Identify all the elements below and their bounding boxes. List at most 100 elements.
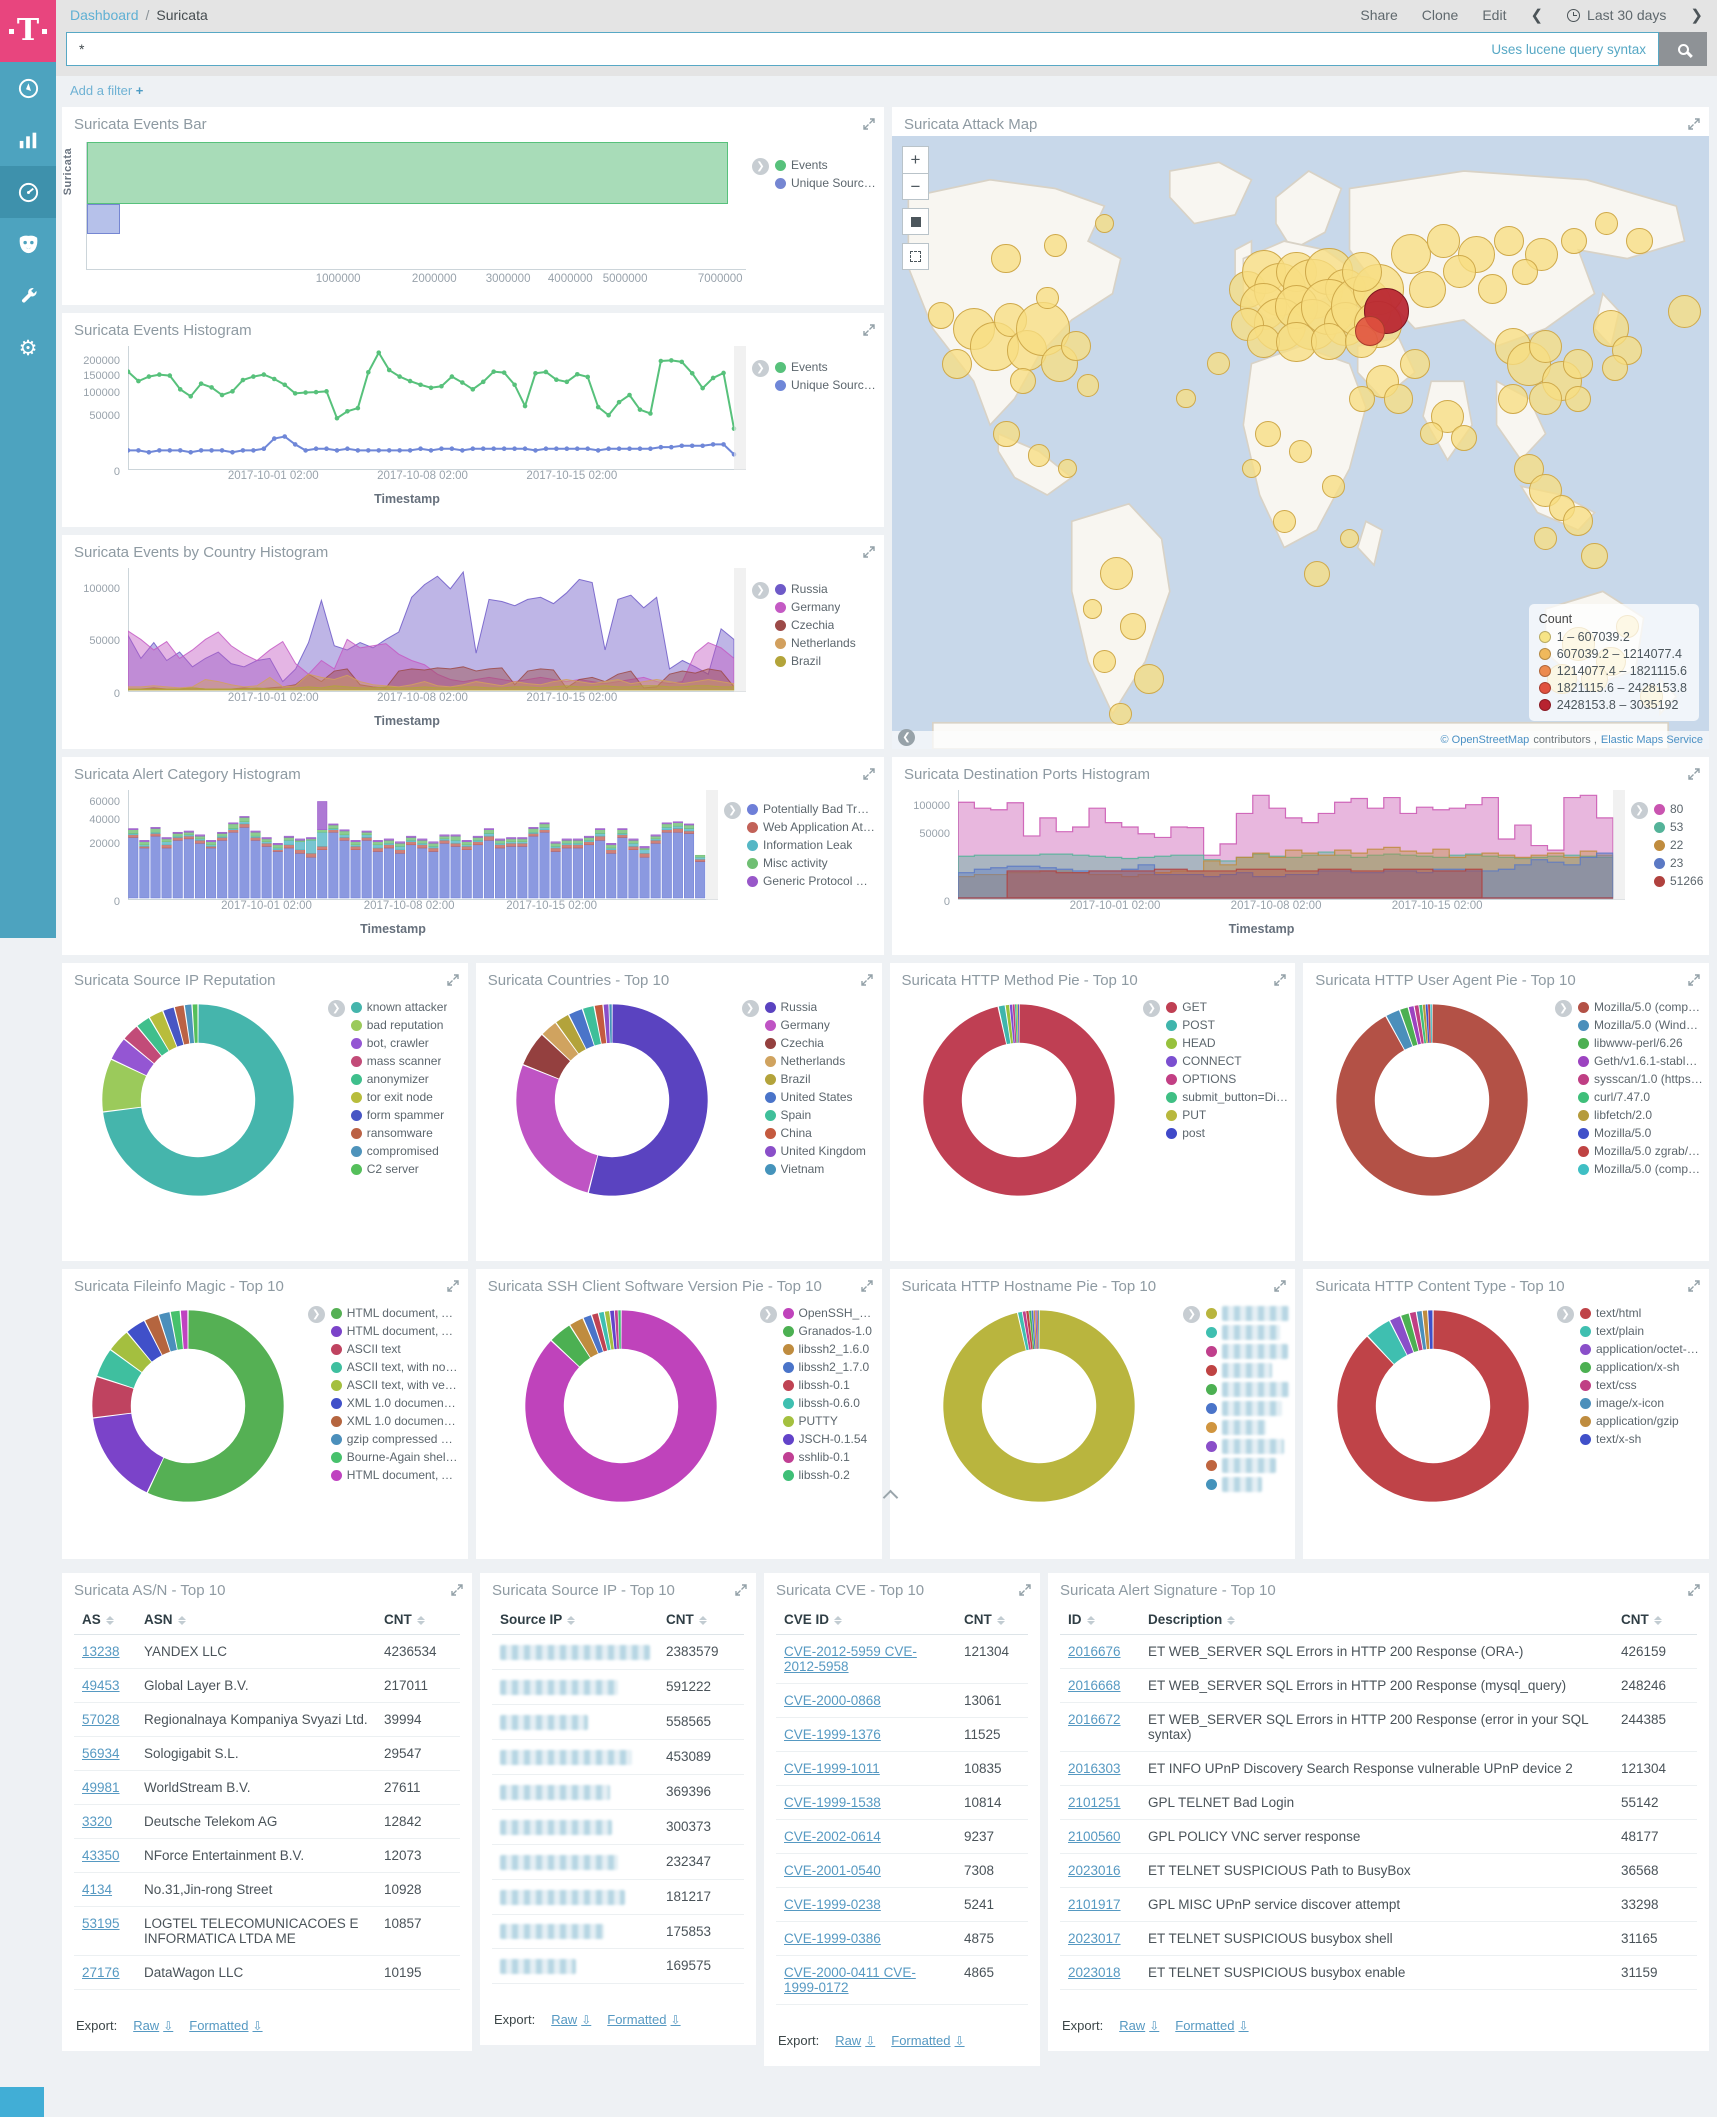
legend-item[interactable]: C2 server — [350, 1162, 448, 1176]
attack-source-circle[interactable] — [1058, 459, 1078, 479]
table-link[interactable]: 4134 — [82, 1882, 113, 1897]
table-link[interactable]: 2023017 — [1068, 1931, 1121, 1946]
legend-item[interactable]: curl/7.47.0 — [1578, 1090, 1703, 1104]
legend-item[interactable]: libssh-0.1 — [782, 1378, 876, 1392]
legend-item[interactable]: OpenSSH_7.3 — [782, 1306, 876, 1320]
legend-item[interactable]: Web Application Attack — [747, 820, 875, 834]
legend-item[interactable]: United Kingdom — [764, 1144, 866, 1158]
legend-item[interactable]: post — [1166, 1126, 1289, 1140]
legend-item[interactable]: sysscan/1.0 (https://g... — [1578, 1072, 1703, 1086]
legend-toggle-chevron[interactable]: ❯ — [1143, 1000, 1161, 1017]
attack-source-circle[interactable] — [1176, 389, 1196, 409]
attack-source-circle[interactable] — [1563, 348, 1594, 379]
legend-item[interactable] — [1206, 1420, 1289, 1435]
legend-item[interactable] — [1206, 1477, 1289, 1492]
table-link[interactable]: 43350 — [82, 1848, 120, 1863]
legend-toggle-chevron[interactable]: ❯ — [759, 1306, 777, 1323]
table-link[interactable]: 56934 — [82, 1746, 120, 1761]
legend-item[interactable] — [1206, 1382, 1290, 1397]
legend-item[interactable]: PUT — [1166, 1108, 1289, 1122]
openstreetmap-link[interactable]: © OpenStreetMap — [1440, 734, 1530, 746]
time-back-chevron[interactable]: ❮ — [1530, 7, 1544, 24]
legend-item[interactable]: form spammer — [350, 1108, 448, 1122]
legend-item[interactable]: ASCII text, with very l... — [330, 1378, 459, 1392]
legend-item[interactable]: Brazil — [775, 654, 856, 668]
bar-events[interactable] — [87, 142, 729, 204]
attack-source-circle[interactable] — [1383, 383, 1414, 414]
attack-source-circle[interactable] — [1276, 321, 1317, 362]
table-link[interactable]: 2016676 — [1068, 1644, 1121, 1659]
expand-icon[interactable] — [1274, 1279, 1286, 1297]
legend-item[interactable]: PUTTY — [782, 1414, 876, 1428]
legend-item[interactable]: Mozilla/5.0 (compatib... — [1578, 1000, 1703, 1014]
table-link[interactable]: 2016303 — [1068, 1761, 1121, 1776]
legend-item[interactable]: libfetch/2.0 — [1578, 1108, 1703, 1122]
legend-item[interactable]: anonymizer — [350, 1072, 448, 1086]
legend-item[interactable]: text/x-sh — [1580, 1432, 1703, 1446]
sidebar-item-monitoring[interactable] — [0, 218, 56, 270]
map-zoom-out-button[interactable]: − — [902, 173, 929, 200]
attack-source-circle[interactable] — [991, 243, 1022, 274]
legend-item[interactable]: Unique Source IPs — [775, 378, 880, 392]
table-link[interactable]: 2100560 — [1068, 1829, 1121, 1844]
time-forward-chevron[interactable]: ❯ — [1690, 7, 1703, 24]
legend-item[interactable]: ASCII text — [330, 1342, 459, 1356]
legend-item[interactable]: CONNECT — [1166, 1054, 1289, 1068]
attack-source-circle[interactable] — [1341, 251, 1382, 292]
attack-source-circle[interactable] — [1100, 557, 1134, 591]
legend-item[interactable]: Potentially Bad Traffic — [747, 802, 875, 816]
attack-source-circle[interactable] — [1009, 368, 1036, 395]
legend-toggle-chevron[interactable]: ❯ — [752, 158, 769, 175]
sidebar-item-dev-tools[interactable] — [0, 270, 56, 322]
attack-source-circle[interactable] — [1119, 613, 1147, 640]
table-link[interactable]: 2016672 — [1068, 1712, 1121, 1727]
attack-source-circle[interactable] — [993, 420, 1020, 447]
donut-chart[interactable] — [915, 996, 1123, 1204]
export-raw-link[interactable]: Raw ⇩ — [1119, 2018, 1160, 2033]
legend-item[interactable]: XML 1.0 document text — [330, 1396, 459, 1410]
donut-chart[interactable] — [1329, 1302, 1537, 1510]
expand-icon[interactable] — [451, 1583, 463, 1601]
expand-icon[interactable] — [447, 973, 459, 991]
attack-source-circle[interactable] — [1044, 234, 1067, 257]
expand-icon[interactable] — [1688, 117, 1700, 135]
donut-chart[interactable] — [517, 1302, 725, 1510]
attack-source-circle[interactable] — [1272, 509, 1296, 533]
query-value[interactable]: * — [79, 41, 85, 57]
legend-toggle-chevron[interactable]: ❯ — [307, 1306, 325, 1323]
legend-item[interactable]: 51266 — [1654, 874, 1703, 888]
attack-source-circle[interactable] — [1035, 286, 1059, 310]
attack-source-circle[interactable] — [1207, 352, 1231, 376]
attack-source-circle[interactable] — [1355, 316, 1385, 347]
edit-button[interactable]: Edit — [1482, 7, 1507, 23]
table-link[interactable]: CVE-1999-1376 — [784, 1727, 881, 1742]
table-link[interactable]: 2101917 — [1068, 1897, 1121, 1912]
expand-icon[interactable] — [1688, 1583, 1700, 1601]
attack-source-circle[interactable] — [1601, 354, 1629, 382]
legend-item[interactable]: Unique Source IPs — [775, 176, 880, 190]
legend-item[interactable]: text/plain — [1580, 1324, 1703, 1338]
legend-item[interactable]: Netherlands — [775, 636, 856, 650]
table-link[interactable]: 2016668 — [1068, 1678, 1121, 1693]
legend-item[interactable]: Generic Protocol Co... — [747, 874, 875, 888]
area-chart[interactable] — [128, 568, 746, 692]
legend-item[interactable]: bad reputation — [350, 1018, 448, 1032]
table-link[interactable]: CVE-2001-0540 — [784, 1863, 881, 1878]
legend-item[interactable] — [1206, 1344, 1289, 1359]
add-filter-link[interactable]: Add a filter + — [70, 83, 144, 98]
column-header-source-ip[interactable]: Source IP — [492, 1604, 658, 1635]
stacked-bar-chart[interactable] — [128, 790, 718, 900]
table-link[interactable]: CVE-1999-1011 — [784, 1761, 880, 1776]
column-header-description[interactable]: Description — [1140, 1604, 1613, 1635]
column-header-cnt[interactable]: CNT — [956, 1604, 1028, 1635]
attack-source-circle[interactable] — [1241, 459, 1262, 479]
attack-source-circle[interactable] — [1060, 331, 1091, 362]
legend-item[interactable]: sshlib-0.1 — [782, 1450, 876, 1464]
expand-icon[interactable] — [1274, 973, 1286, 991]
expand-icon[interactable] — [1688, 973, 1700, 991]
attack-source-circle[interactable] — [1450, 424, 1478, 452]
attack-source-circle[interactable] — [1390, 234, 1431, 275]
attack-source-circle[interactable] — [1027, 444, 1051, 468]
legend-toggle-chevron[interactable]: ❯ — [752, 360, 769, 377]
table-link[interactable]: 49453 — [82, 1678, 120, 1693]
